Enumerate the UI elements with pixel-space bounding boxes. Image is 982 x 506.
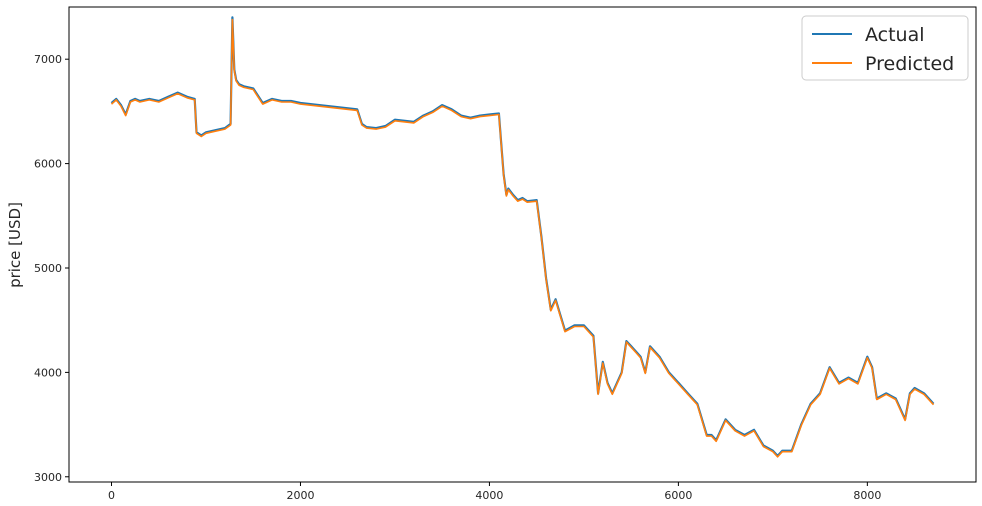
plot-background <box>69 7 976 482</box>
x-tick-label: 0 <box>108 489 115 502</box>
x-tick-label: 6000 <box>664 489 692 502</box>
y-tick-label: 3000 <box>34 471 62 484</box>
y-tick-label: 4000 <box>34 366 62 379</box>
y-axis: 3000 4000 5000 6000 7000 <box>34 53 69 484</box>
series-line-predicted <box>110 18 935 458</box>
series-layer <box>110 16 935 458</box>
y-tick-label: 6000 <box>34 158 62 171</box>
y-tick-label: 5000 <box>34 262 62 275</box>
x-tick-label: 8000 <box>853 489 881 502</box>
y-tick-label: 7000 <box>34 53 62 66</box>
plot-frame <box>68 6 977 483</box>
x-tick-label: 4000 <box>475 489 503 502</box>
y-axis-label: price [USD] <box>6 202 24 288</box>
legend: Actual Predicted <box>801 15 969 81</box>
legend-label-predicted: Predicted <box>865 53 954 75</box>
x-axis: 0 2000 4000 6000 8000 <box>108 482 881 502</box>
legend-label-actual: Actual <box>865 24 925 46</box>
x-tick-label: 2000 <box>286 489 314 502</box>
